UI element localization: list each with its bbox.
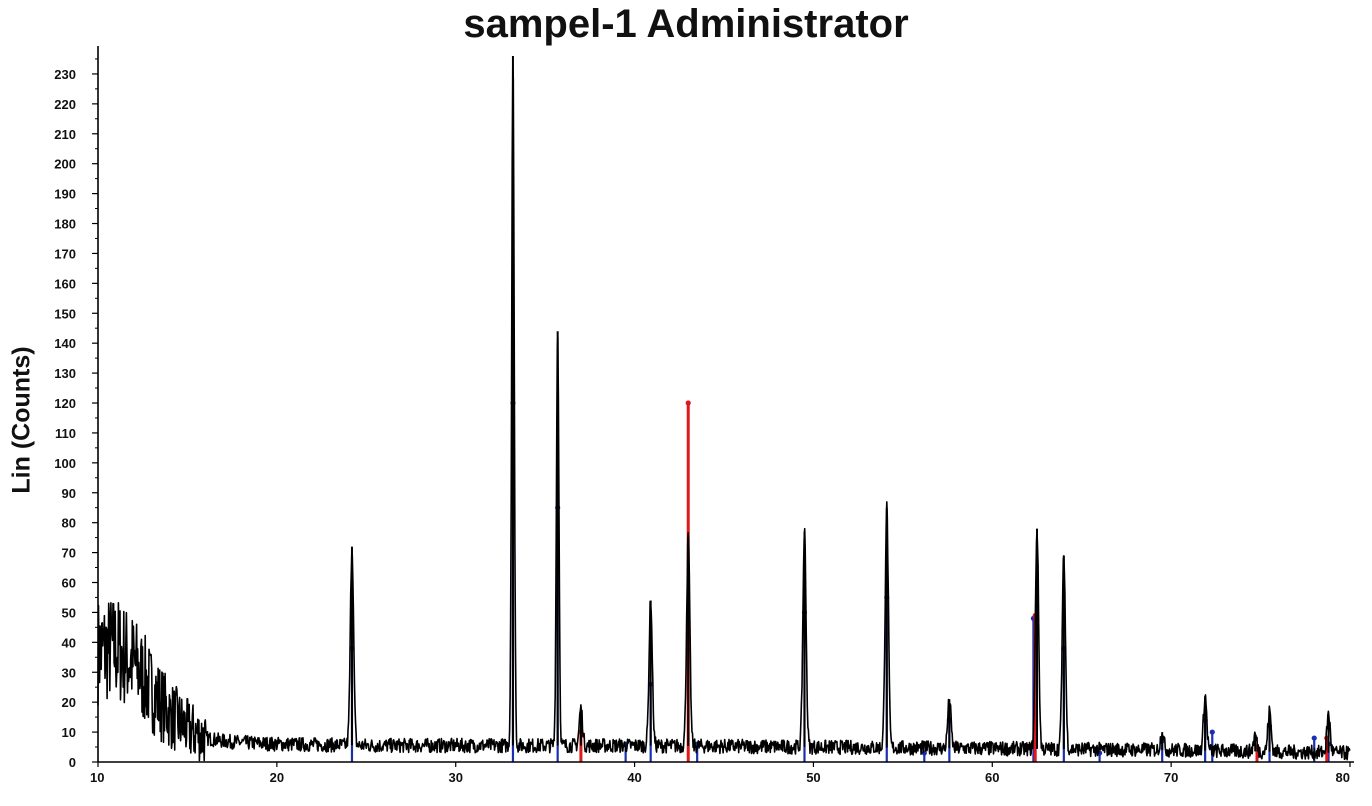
series-line	[97, 63, 1351, 762]
axis-layer: 0 10 20 30 40 50 60 70 80 90 100 110 120 130 140 150 160…	[54, 46, 1354, 785]
y-tick-label: 40	[62, 635, 76, 650]
y-tick-label: 130	[54, 366, 76, 381]
x-tick-label: 10	[90, 770, 104, 785]
y-tick-label: 60	[62, 576, 76, 591]
y-tick-label: 160	[54, 276, 76, 291]
x-tick-label: 40	[627, 770, 641, 785]
y-tick-label: 150	[54, 306, 76, 321]
y-tick-label: 120	[54, 396, 76, 411]
chart-title: sampel-1 Administrator	[463, 2, 909, 46]
y-tick-label: 220	[54, 97, 76, 112]
y-tick-label: 140	[54, 336, 76, 351]
y-tick-label: 80	[62, 516, 76, 531]
y-tick-label: 180	[54, 217, 76, 232]
y-tick-label: 30	[62, 665, 76, 680]
reference-marker	[685, 400, 691, 406]
y-tick-label: 100	[54, 456, 76, 471]
reference-lines-blue	[349, 400, 1332, 762]
y-tick-label: 0	[69, 755, 76, 770]
y-tick-label: 90	[62, 486, 76, 501]
y-tick-label: 210	[54, 127, 76, 142]
y-tick-label: 10	[62, 725, 76, 740]
x-tick-label: 50	[806, 770, 820, 785]
x-tick-label: 30	[448, 770, 462, 785]
y-tick-label: 170	[54, 246, 76, 261]
y-tick-label: 110	[55, 426, 76, 441]
series-layer	[97, 56, 1351, 762]
y-tick-label: 230	[54, 67, 76, 82]
y-tick-label: 50	[62, 605, 76, 620]
y-tick-label: 70	[62, 546, 76, 561]
reference-marker	[1311, 735, 1317, 741]
x-tick-label: 60	[985, 770, 999, 785]
y-tick-label: 20	[62, 695, 76, 710]
reference-marker	[1209, 729, 1215, 735]
x-tick-label: 70	[1164, 770, 1178, 785]
x-tick-label: 80	[1336, 770, 1350, 785]
y-tick-label: 200	[54, 157, 76, 172]
x-tick-label: 20	[270, 770, 284, 785]
y-tick-label: 190	[54, 187, 76, 202]
